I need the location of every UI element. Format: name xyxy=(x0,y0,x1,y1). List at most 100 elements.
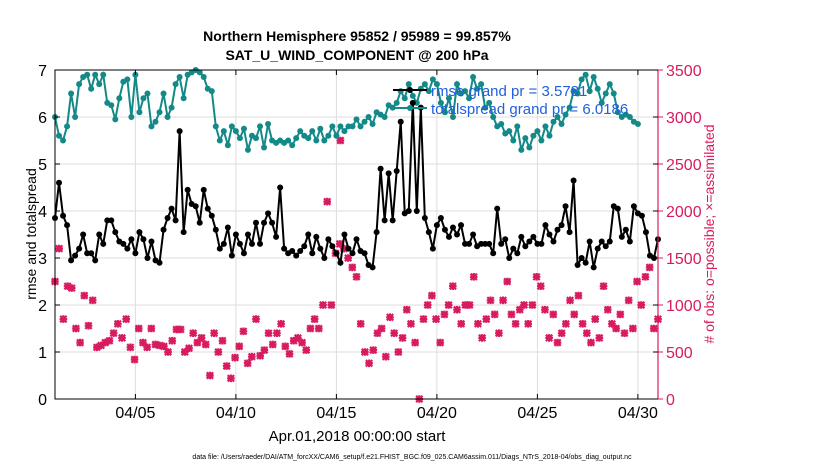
rmse-point xyxy=(594,245,601,252)
y-axis-label-right: # of obs: o=possible; ×=assimilated xyxy=(701,124,717,343)
rmse-point xyxy=(72,252,79,259)
obs-assimilated-marker xyxy=(494,329,503,338)
obs-assimilated-cross xyxy=(381,352,390,361)
rmse-point xyxy=(385,170,392,177)
obs-assimilated-marker xyxy=(109,329,118,338)
totalspread-point xyxy=(240,125,247,132)
y-left-tick-label: 1 xyxy=(38,345,47,362)
obs-assimilated-cross xyxy=(649,324,658,333)
obs-assimilated-marker xyxy=(603,305,612,314)
obs-assimilated-cross xyxy=(386,313,394,322)
rmse-point xyxy=(140,236,147,243)
obs-assimilated-marker xyxy=(210,329,219,338)
obs-assimilated-cross xyxy=(314,324,323,333)
obs-assimilated-cross xyxy=(293,333,302,342)
obs-assimilated-marker xyxy=(465,301,474,309)
obs-assimilated-marker xyxy=(578,319,587,328)
obs-assimilated-cross xyxy=(515,305,524,314)
rmse-point xyxy=(510,245,517,252)
obs-assimilated-cross xyxy=(113,319,122,328)
totalspread-point xyxy=(449,114,456,120)
obs-assimilated-marker xyxy=(268,340,277,349)
obs-assimilated-marker xyxy=(185,344,193,353)
obs-assimilated-marker xyxy=(461,301,470,309)
rmse-point xyxy=(281,245,288,252)
obs-assimilated-cross xyxy=(130,355,139,364)
rmse-point xyxy=(56,179,63,186)
totalspread-point xyxy=(92,71,99,78)
rmse-point xyxy=(606,238,613,245)
obs-assimilated-cross xyxy=(520,301,528,309)
obs-assimilated-marker xyxy=(306,324,315,333)
obs-assimilated-cross xyxy=(453,305,461,314)
totalspread-point xyxy=(72,114,79,120)
obs-assimilated-marker xyxy=(490,310,499,319)
obs-assimilated-marker xyxy=(637,301,646,309)
rmse-point xyxy=(333,250,340,257)
obs-assimilated-cross xyxy=(591,315,600,324)
obs-assimilated-cross xyxy=(365,359,374,368)
rmse-point xyxy=(530,233,537,240)
x-tick-label: 04/20 xyxy=(417,405,457,422)
obs-assimilated-marker xyxy=(151,340,160,349)
obs-assimilated-marker xyxy=(532,272,541,281)
obs-assimilated-cross xyxy=(499,296,508,305)
totalspread-point xyxy=(490,114,497,120)
totalspread-point xyxy=(421,81,428,88)
obs-assimilated-cross xyxy=(105,336,114,345)
obs-assimilated-marker xyxy=(97,341,106,350)
obs-assimilated-cross xyxy=(566,296,575,305)
rmse-point xyxy=(293,252,300,259)
obs-assimilated-cross xyxy=(176,325,185,334)
obs-assimilated-cross xyxy=(448,282,457,291)
obs-assimilated-marker xyxy=(327,301,336,309)
rmse-point xyxy=(642,229,649,236)
totalspread-point xyxy=(594,85,601,92)
obs-assimilated-marker xyxy=(138,338,147,347)
totalspread-point xyxy=(232,128,239,135)
obs-assimilated-marker xyxy=(180,348,189,356)
rmse-point xyxy=(220,240,227,247)
totalspread-point xyxy=(84,71,91,78)
rmse-point xyxy=(349,250,356,257)
obs-assimilated-cross xyxy=(599,282,608,291)
y-left-tick-label: 2 xyxy=(38,298,47,315)
obs-assimilated-marker xyxy=(197,333,206,342)
obs-assimilated-cross xyxy=(511,319,520,328)
rmse-point xyxy=(64,222,71,229)
obs-assimilated-marker xyxy=(130,355,139,364)
rmse-point xyxy=(562,203,569,210)
totalspread-point xyxy=(610,90,617,97)
obs-assimilated-cross xyxy=(465,301,474,309)
obs-assimilated-marker xyxy=(67,284,76,293)
obs-assimilated-marker xyxy=(281,342,290,351)
obs-assimilated-cross xyxy=(335,239,344,248)
obs-assimilated-marker xyxy=(252,315,260,324)
totalspread-point xyxy=(293,135,300,142)
totalspread-point xyxy=(405,81,412,88)
totalspread-point xyxy=(409,92,416,99)
rmse-point xyxy=(204,205,211,212)
obs-assimilated-cross xyxy=(494,329,503,338)
totalspread-point xyxy=(578,76,585,83)
obs-assimilated-cross xyxy=(155,341,164,350)
obs-assimilated-cross xyxy=(80,291,89,300)
totalspread-point xyxy=(172,81,179,88)
x-tick-label: 04/10 xyxy=(216,405,256,422)
obs-assimilated-marker xyxy=(235,342,244,351)
rmse-point xyxy=(582,259,589,266)
legend-rmse-label: rmse grand pr = 3.5781 xyxy=(431,83,587,100)
rmse-point xyxy=(353,236,360,243)
rmse-point xyxy=(224,224,231,231)
totalspread-point xyxy=(538,137,545,144)
obs-assimilated-marker xyxy=(390,329,399,338)
totalspread-point xyxy=(244,146,251,153)
totalspread-point xyxy=(56,132,63,139)
rmse-point xyxy=(301,243,308,250)
obs-assimilated-cross xyxy=(298,338,307,347)
obs-assimilated-marker xyxy=(591,315,600,324)
rmse-point xyxy=(305,231,312,238)
totalspread-point xyxy=(289,142,296,149)
obs-assimilated-marker xyxy=(624,296,633,305)
